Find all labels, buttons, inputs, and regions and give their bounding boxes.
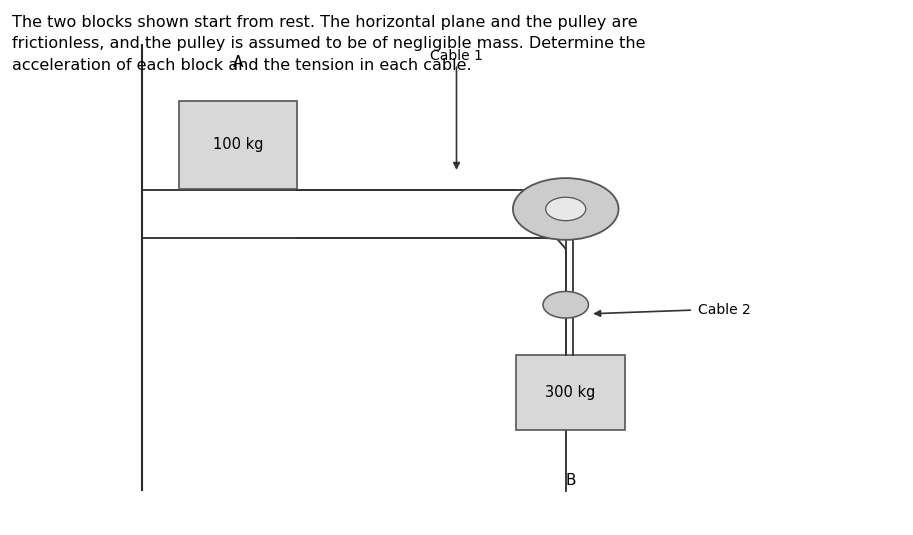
Text: 300 kg: 300 kg [545,385,595,400]
Bar [179,101,298,189]
Circle shape [513,178,618,240]
Text: 100 kg: 100 kg [213,137,263,152]
Bar [516,355,624,430]
Text: B: B [565,473,575,488]
Text: A: A [233,55,243,70]
Text: The two blocks shown start from rest. The horizontal plane and the pulley are
fr: The two blocks shown start from rest. Th… [12,14,645,73]
Text: Cable 2: Cable 2 [698,303,750,317]
Circle shape [543,292,589,318]
Circle shape [546,197,586,220]
Text: Cable 1: Cable 1 [430,49,483,63]
